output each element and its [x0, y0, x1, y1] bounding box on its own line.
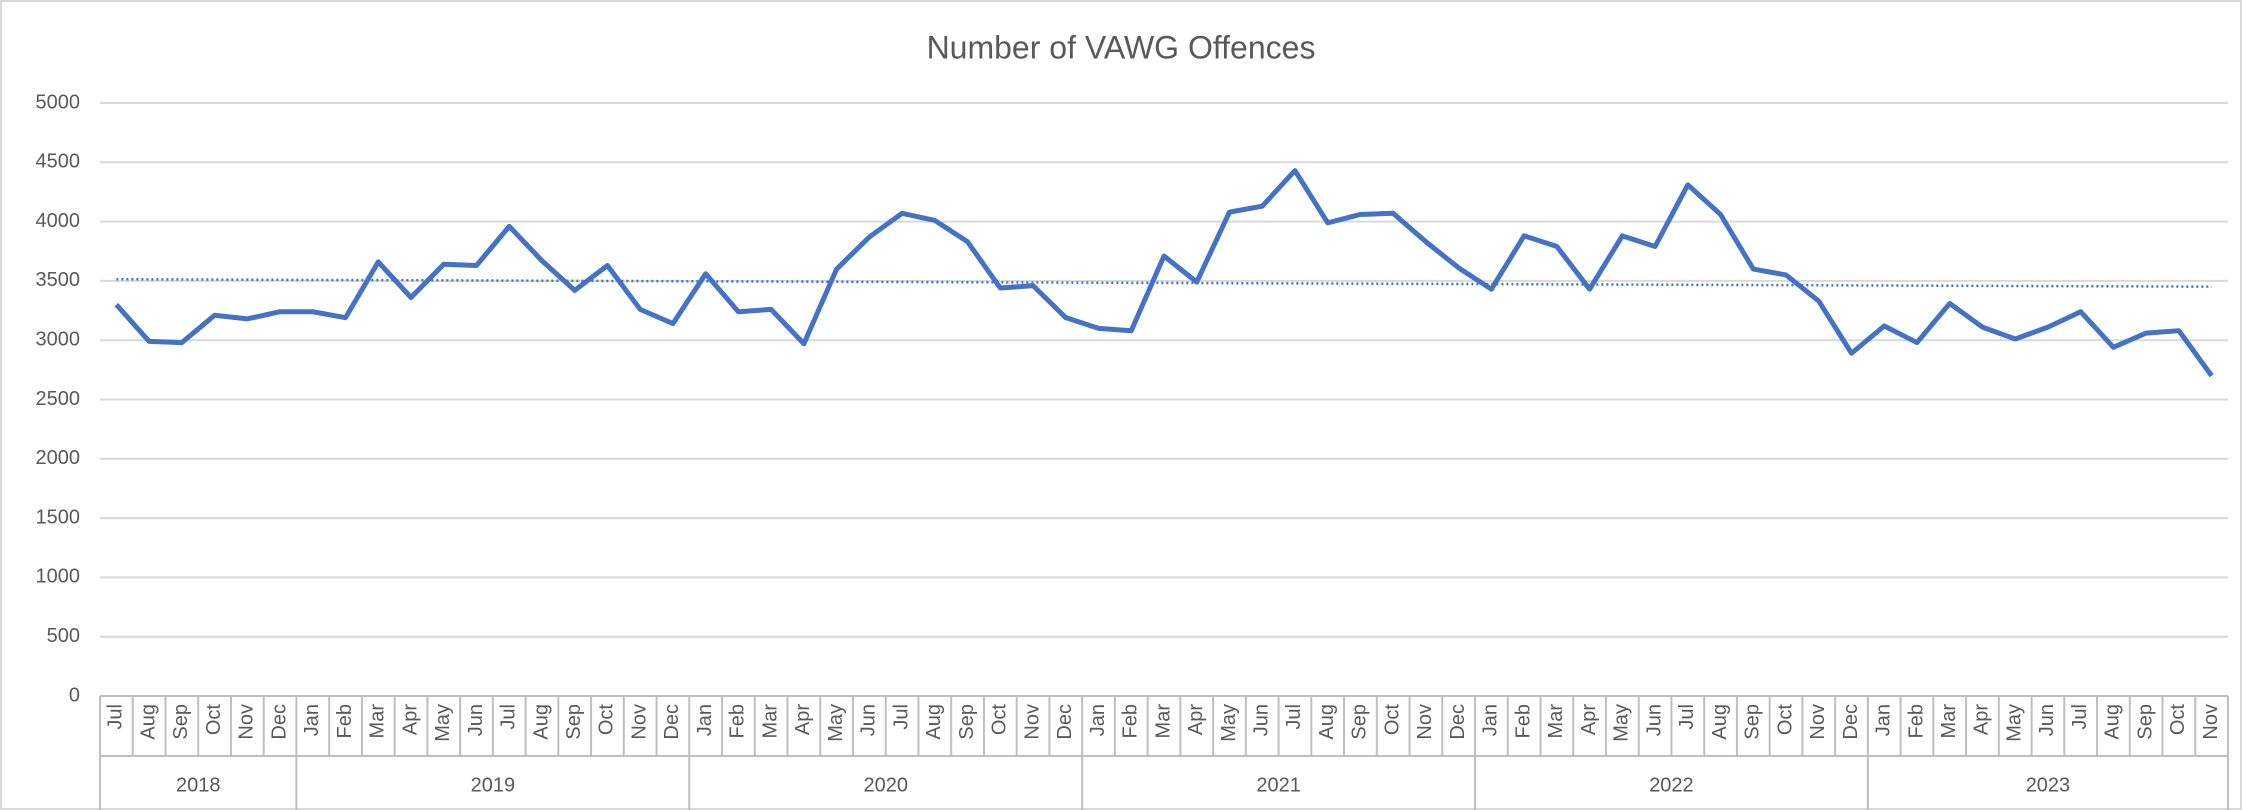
- year-label: 2020: [863, 774, 908, 796]
- x-tick-label: Mar: [1152, 704, 1174, 739]
- x-tick-label: Jul: [498, 704, 520, 730]
- x-tick-label: Dec: [1447, 704, 1469, 740]
- x-tick-label: Mar: [1545, 704, 1567, 739]
- x-tick-label: May: [432, 704, 454, 742]
- x-tick-label: Aug: [2102, 704, 2124, 740]
- x-tick-label: Apr: [399, 704, 421, 735]
- y-tick-label: 4000: [36, 210, 81, 232]
- x-tick-label: Jun: [465, 704, 487, 736]
- y-tick-label: 0: [69, 684, 80, 706]
- y-tick-label: 1500: [36, 506, 81, 528]
- x-tick-label: Nov: [628, 704, 650, 740]
- x-tick-label: Nov: [1021, 704, 1043, 740]
- x-tick-label: Dec: [661, 704, 683, 740]
- x-tick-label: Sep: [1349, 704, 1371, 740]
- year-label: 2022: [1649, 774, 1694, 796]
- x-tick-label: Jul: [2069, 704, 2091, 730]
- x-tick-label: Oct: [203, 704, 225, 736]
- x-tick-label: Aug: [1709, 704, 1731, 740]
- x-tick-label: May: [1218, 704, 1240, 742]
- x-tick-label: Jan: [694, 704, 716, 736]
- x-tick-label: Aug: [530, 704, 552, 740]
- x-tick-label: Feb: [1905, 704, 1927, 738]
- x-tick-label: Jan: [1480, 704, 1502, 736]
- x-tick-label: Oct: [2167, 704, 2189, 736]
- x-tick-label: Jun: [2036, 704, 2058, 736]
- x-tick-label: Aug: [137, 704, 159, 740]
- y-tick-label: 5000: [36, 91, 81, 113]
- x-tick-label: Jan: [301, 704, 323, 736]
- x-tick-label: Dec: [268, 704, 290, 740]
- y-tick-label: 3000: [36, 328, 81, 350]
- year-label: 2018: [176, 774, 221, 796]
- x-tick-label: Mar: [759, 704, 781, 739]
- year-label: 2021: [1256, 774, 1301, 796]
- x-tick-label: Jan: [1087, 704, 1109, 736]
- y-tick-label: 1000: [36, 566, 81, 588]
- y-tick-label: 2500: [36, 388, 81, 410]
- x-tick-label: Oct: [1381, 704, 1403, 736]
- y-tick-label: 4500: [36, 151, 81, 173]
- x-tick-label: Jun: [1250, 704, 1272, 736]
- year-label: 2019: [471, 774, 516, 796]
- x-tick-label: Dec: [1054, 704, 1076, 740]
- x-tick-label: Feb: [1120, 704, 1142, 738]
- x-tick-label: Jul: [890, 704, 912, 730]
- x-tick-label: Nov: [1807, 704, 1829, 740]
- x-tick-label: Feb: [1512, 704, 1534, 738]
- trendline: [116, 277, 2212, 288]
- x-tick-label: Dec: [1840, 704, 1862, 740]
- x-tick-label: Jul: [1676, 704, 1698, 730]
- x-tick-label: Apr: [1578, 704, 1600, 735]
- x-tick-label: Oct: [596, 704, 618, 736]
- x-tick-label: Feb: [727, 704, 749, 738]
- x-tick-label: May: [825, 704, 847, 742]
- x-tick-label: Aug: [923, 704, 945, 740]
- x-tick-label: Sep: [563, 704, 585, 740]
- x-tick-label: May: [1611, 704, 1633, 742]
- x-tick-label: Mar: [367, 704, 389, 739]
- x-tick-label: Nov: [1414, 704, 1436, 740]
- x-tick-label: Apr: [1971, 704, 1993, 735]
- x-tick-label: Mar: [1938, 704, 1960, 739]
- x-tick-label: Jun: [858, 704, 880, 736]
- x-tick-label: May: [2003, 704, 2025, 742]
- y-tick-label: 2000: [36, 447, 81, 469]
- x-tick-label: Sep: [170, 704, 192, 740]
- x-tick-label: Sep: [2134, 704, 2156, 740]
- x-tick-label: Jul: [1283, 704, 1305, 730]
- x-tick-label: Oct: [1774, 704, 1796, 736]
- x-tick-label: Jan: [1873, 704, 1895, 736]
- x-tick-label: Nov: [2200, 704, 2222, 740]
- line-series: [114, 168, 2214, 378]
- x-tick-label: Apr: [792, 704, 814, 735]
- x-tick-label: Apr: [1185, 704, 1207, 735]
- x-tick-label: Aug: [1316, 704, 1338, 740]
- x-tick-label: Feb: [334, 704, 356, 738]
- chart-title: Number of VAWG Offences: [927, 29, 1316, 65]
- y-tick-label: 3500: [36, 269, 81, 291]
- x-tick-label: Sep: [956, 704, 978, 740]
- y-tick-label: 500: [47, 625, 80, 647]
- x-tick-label: Nov: [236, 704, 258, 740]
- x-tick-label: Jul: [105, 704, 127, 730]
- x-tick-label: Sep: [1742, 704, 1764, 740]
- year-label: 2023: [2026, 774, 2071, 796]
- x-tick-label: Jun: [1643, 704, 1665, 736]
- x-tick-label: Oct: [989, 704, 1011, 736]
